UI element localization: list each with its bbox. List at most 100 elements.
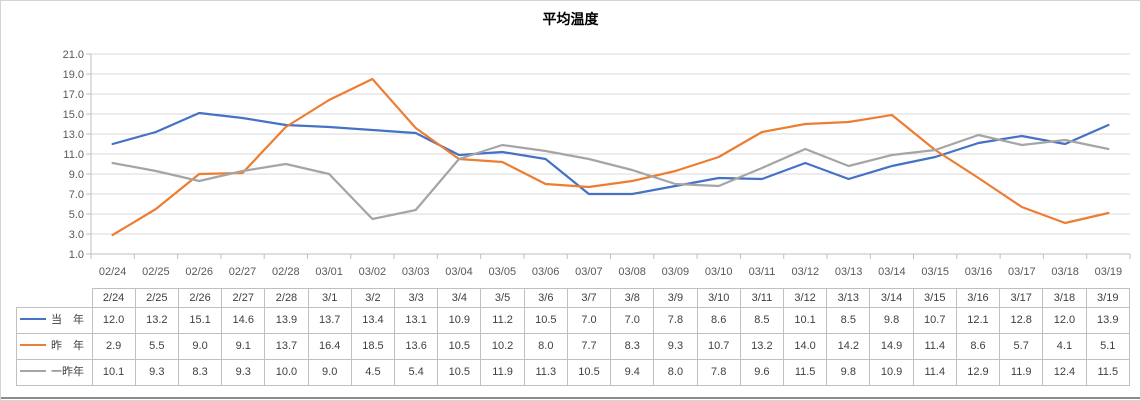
table-cell: 8.0 [523, 333, 568, 360]
y-axis-tick-label: 11.0 [63, 149, 84, 161]
table-cell: 16.4 [307, 333, 352, 360]
y-axis-tick-label: 1.0 [69, 249, 84, 261]
table-cell: 7.8 [653, 307, 698, 334]
table-cell: 11.9 [480, 359, 525, 386]
table-column-header: 3/2 [350, 288, 396, 308]
data-table: 2/24 2/25 2/26 2/27 2/28 3/1 3/2 3/3 3/4 3/5 3/6 3/… [16, 288, 1131, 386]
table-cell: 13.6 [394, 333, 439, 360]
table-cell: 13.1 [394, 307, 439, 334]
table-cell: 9.3 [221, 359, 266, 386]
legend-line-marker-two-years-ago [20, 370, 46, 373]
table-column-header: 3/17 [999, 288, 1044, 308]
table-cell: 10.9 [437, 307, 482, 334]
table-cell: 4.5 [350, 359, 396, 386]
series-line-last-year [111, 77, 1110, 237]
table-column-header: 3/5 [480, 288, 525, 308]
y-axis-tick-labels: 21.0 19.0 17.0 15.0 13.0 11.0 9.0 7.0 5.0 3.0 1.0 [63, 49, 91, 261]
table-column-header: 3/1 [307, 288, 352, 308]
table-cell: 9.1 [221, 333, 266, 360]
table-cell: 9.3 [653, 333, 698, 360]
table-cell: 2.9 [91, 333, 136, 360]
bottom-divider [1, 397, 1140, 399]
y-axis-tick-label: 15.0 [63, 109, 84, 121]
table-cell: 12.8 [999, 307, 1044, 334]
table-column-header: 2/26 [177, 288, 223, 308]
x-axis-tick-labels: 02/24 02/25 02/26 02/27 02/28 03/01 03/02 03/03… [90, 254, 1131, 278]
x-axis-tick-label: 03/08 [618, 266, 646, 278]
x-axis-tick-label: 02/24 [99, 266, 127, 278]
table-cell: 13.2 [739, 333, 785, 360]
x-axis-tick-label: 03/07 [575, 266, 603, 278]
table-cell: 11.3 [523, 359, 568, 386]
table-column-header: 3/11 [739, 288, 785, 308]
x-axis-tick-label: 03/12 [792, 266, 820, 278]
table-cell: 8.3 [177, 359, 223, 386]
table-column-header: 3/14 [869, 288, 914, 308]
table-column-header: 3/10 [696, 288, 741, 308]
table-cell: 5.4 [394, 359, 439, 386]
table-column-header: 3/12 [782, 288, 828, 308]
table-column-header: 3/4 [437, 288, 482, 308]
gridlines [91, 53, 1130, 235]
table-cell: 11.5 [782, 359, 828, 386]
table-column-header: 3/3 [394, 288, 439, 308]
table-cell: 7.0 [610, 307, 655, 334]
table-cell: 4.1 [1042, 333, 1087, 360]
table-cell: 10.5 [566, 359, 612, 386]
y-axis-tick-label: 7.0 [69, 189, 84, 201]
x-axis-tick-label: 02/28 [272, 266, 300, 278]
table-column-header: 3/9 [653, 288, 698, 308]
table-column-header: 3/19 [1085, 288, 1131, 308]
table-cell: 10.5 [437, 359, 482, 386]
y-axis-tick-label: 3.0 [69, 229, 84, 241]
table-cell: 8.0 [653, 359, 698, 386]
table-cell: 12.4 [1042, 359, 1087, 386]
y-axis-tick-label: 5.0 [69, 209, 84, 221]
x-axis-tick-label: 02/27 [229, 266, 257, 278]
table-cell: 18.5 [350, 333, 396, 360]
table-column-header: 3/8 [610, 288, 655, 308]
x-axis-tick-label: 03/04 [445, 266, 473, 278]
legend-cell-this-year: 当 年 [16, 307, 93, 334]
table-cell: 8.5 [739, 307, 785, 334]
table-cell: 9.8 [869, 307, 914, 334]
legend-cell-last-year: 昨 年 [16, 333, 93, 360]
table-column-header: 2/28 [264, 288, 309, 308]
table-cell: 10.5 [523, 307, 568, 334]
legend-label-two-years-ago: 一昨年 [51, 366, 84, 378]
table-cell: 14.9 [869, 333, 914, 360]
x-axis-tick-label: 03/03 [402, 266, 430, 278]
legend-cell-two-years-ago: 一昨年 [16, 359, 93, 386]
x-axis-tick-label: 03/01 [315, 266, 343, 278]
table-cell: 9.8 [826, 359, 871, 386]
table-cell: 13.7 [307, 307, 352, 334]
table-cell: 5.5 [134, 333, 179, 360]
table-cell: 11.4 [912, 359, 957, 386]
table-column-header: 3/6 [523, 288, 568, 308]
data-table-wrap: 2/24 2/25 2/26 2/27 2/28 3/1 3/2 3/3 3/4 3/5 3/6 3/… [16, 288, 1131, 386]
table-cell: 15.1 [177, 307, 223, 334]
table-cell: 11.9 [999, 359, 1044, 386]
table-cell: 14.0 [782, 333, 828, 360]
table-cell: 9.0 [307, 359, 352, 386]
table-cell: 13.9 [1085, 307, 1131, 334]
table-cell: 8.6 [955, 333, 1001, 360]
x-axis-tick-label: 03/15 [921, 266, 949, 278]
y-axis-tick-label: 19.0 [63, 69, 84, 81]
table-cell: 10.0 [264, 359, 309, 386]
table-cell: 8.5 [826, 307, 871, 334]
x-axis-tick-label: 03/02 [359, 266, 387, 278]
x-axis-tick-label: 03/14 [878, 266, 906, 278]
table-cell: 14.2 [826, 333, 871, 360]
table-cell: 13.4 [350, 307, 396, 334]
x-axis-tick-label: 03/16 [965, 266, 993, 278]
series-line-two-years-ago [111, 133, 1110, 221]
chart-title: 平均温度 [542, 11, 599, 27]
legend-line-marker-last-year [20, 344, 46, 347]
table-cell: 13.7 [264, 333, 309, 360]
table-cell: 5.7 [999, 333, 1044, 360]
table-column-header: 2/24 [91, 288, 136, 308]
table-cell: 9.3 [134, 359, 179, 386]
x-axis-tick-label: 03/09 [662, 266, 690, 278]
